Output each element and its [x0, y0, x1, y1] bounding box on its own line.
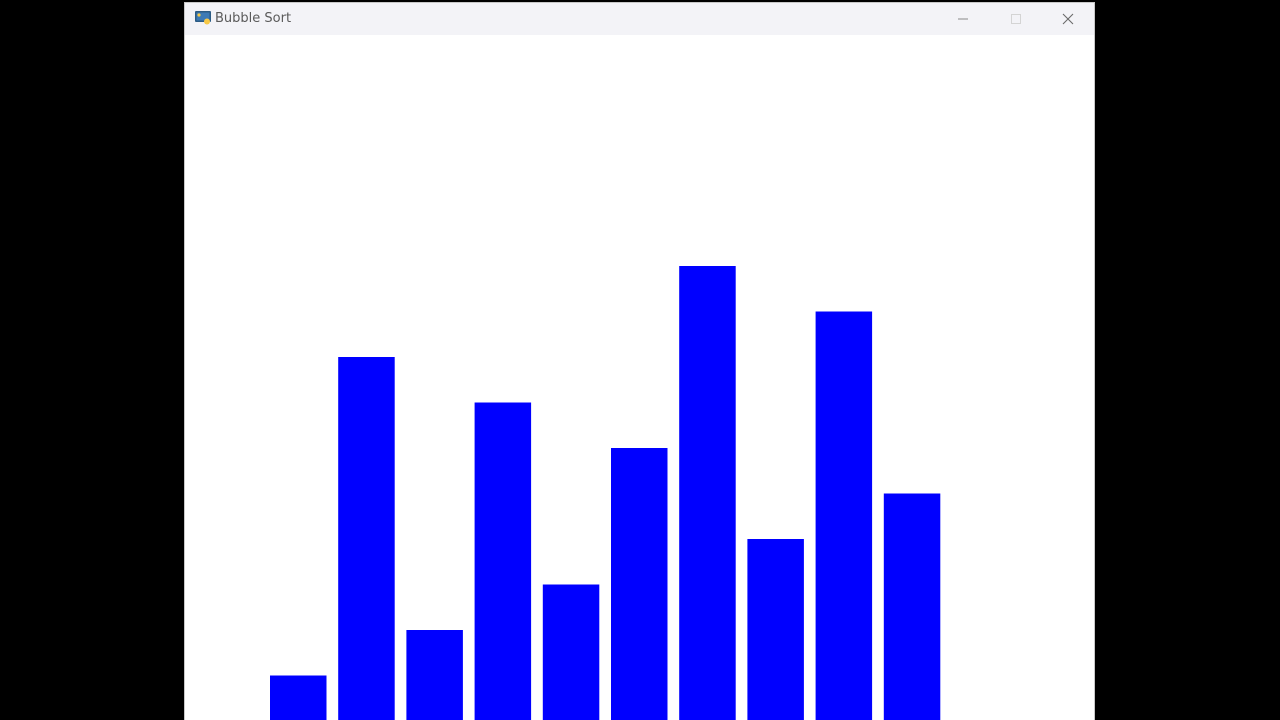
bar-5 [542, 584, 600, 720]
close-button[interactable] [1045, 3, 1091, 35]
bar-1 [270, 675, 327, 720]
app-window: Bubble Sort [184, 2, 1095, 720]
bar-8 [747, 539, 804, 720]
bar-7 [679, 266, 736, 720]
maximize-button[interactable] [993, 3, 1039, 35]
bar-10 [883, 493, 941, 720]
bar-chart [270, 266, 941, 720]
minimize-button[interactable] [940, 3, 986, 35]
bar-3 [406, 630, 463, 720]
bar-2 [338, 357, 395, 720]
minimize-icon [958, 18, 968, 20]
sort-canvas [185, 35, 1094, 720]
window-title: Bubble Sort [215, 11, 292, 26]
bar-9 [815, 311, 873, 720]
bar-6 [611, 448, 668, 720]
bar-4 [474, 402, 532, 720]
python-icon [195, 11, 211, 25]
maximize-icon [1011, 14, 1021, 24]
close-icon [1062, 13, 1074, 25]
title-bar[interactable]: Bubble Sort [185, 3, 1094, 35]
